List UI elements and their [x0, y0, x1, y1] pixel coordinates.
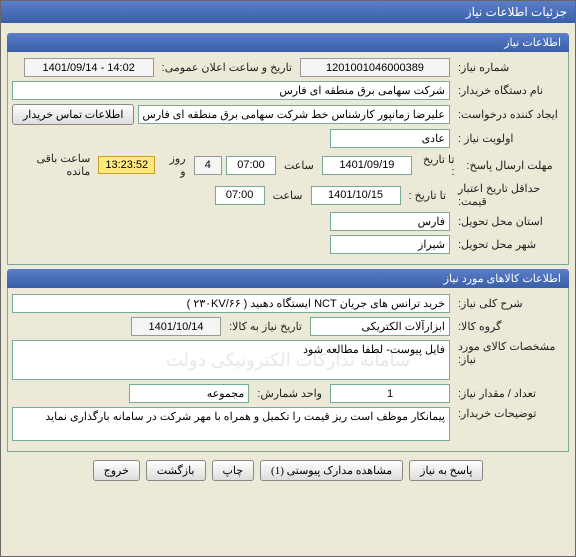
valid-time-field[interactable] [215, 186, 265, 205]
buyer-note-label: توضیحات خریدار: [454, 407, 564, 420]
announce-value: 1401/09/14 - 14:02 [24, 58, 154, 77]
need-number-value: 1201001046000389 [300, 58, 450, 77]
creator-label: ایجاد کننده درخواست: [454, 108, 564, 121]
section1-body: شماره نیاز: 1201001046000389 تاریخ و ساع… [7, 52, 569, 265]
priority-field[interactable] [330, 129, 450, 148]
back-button[interactable]: بازگشت [146, 460, 206, 481]
need-number-label: شماره نیاز: [454, 61, 564, 74]
buyer-field[interactable] [12, 81, 450, 100]
section2-body: شرح کلی نیاز: گروه کالا: تاریخ نیاز به ک… [7, 288, 569, 452]
reply-time-field[interactable] [226, 156, 276, 175]
spec-field[interactable] [12, 340, 450, 380]
province-label: استان محل تحویل: [454, 215, 564, 228]
unit-label: واحد شمارش: [253, 387, 326, 400]
spec-label: مشخصات کالای مورد نیاز: [454, 340, 564, 366]
days-remaining: 4 [194, 156, 222, 175]
unit-field[interactable] [129, 384, 249, 403]
creator-field[interactable] [138, 105, 450, 124]
group-field[interactable] [310, 317, 450, 336]
window-title: جزئیات اطلاعات نیاز [466, 5, 567, 19]
need-date-value: 1401/10/14 [131, 317, 221, 336]
general-desc-field[interactable] [12, 294, 450, 313]
need-date-label: تاریخ نیاز به کالا: [225, 320, 306, 333]
reply-deadline-label: مهلت ارسال پاسخ: [462, 159, 564, 172]
print-button[interactable]: چاپ [212, 460, 255, 481]
city-field[interactable] [330, 235, 450, 254]
buyer-note-field[interactable] [12, 407, 450, 441]
window-title-bar: جزئیات اطلاعات نیاز [1, 1, 575, 23]
section1-header: اطلاعات نیاز [7, 33, 569, 52]
province-field[interactable] [330, 212, 450, 231]
group-label: گروه کالا: [454, 320, 564, 333]
to-date-label-1: تا تاریخ : [416, 153, 459, 178]
qty-label: تعداد / مقدار نیاز: [454, 387, 564, 400]
section2-header: اطلاعات کالاهای مورد نیاز [7, 269, 569, 288]
priority-label: اولویت نیاز : [454, 132, 564, 145]
contact-buyer-button[interactable]: اطلاعات تماس خریدار [12, 104, 134, 125]
city-label: شهر محل تحویل: [454, 238, 564, 251]
content-area: اطلاعات نیاز شماره نیاز: 120100104600038… [1, 23, 575, 556]
general-desc-label: شرح کلی نیاز: [454, 297, 564, 310]
time-label-2: ساعت [269, 189, 307, 202]
attachments-button[interactable]: مشاهده مدارک پیوستی (1) [260, 460, 403, 481]
announce-label: تاریخ و ساعت اعلان عمومی: [158, 61, 296, 74]
remaining-text: ساعت باقی مانده [12, 152, 94, 178]
main-window: جزئیات اطلاعات نیاز اطلاعات نیاز شماره ن… [0, 0, 576, 557]
exit-button[interactable]: خروج [93, 460, 140, 481]
reply-date-field[interactable] [322, 156, 412, 175]
min-valid-label: حداقل تاریخ اعتبار قیمت: [454, 182, 564, 208]
countdown-timer: 13:23:52 [98, 156, 155, 174]
valid-date-field[interactable] [311, 186, 401, 205]
buyer-label: نام دستگاه خریدار: [454, 84, 564, 97]
time-label-1: ساعت [280, 159, 318, 172]
days-text: روز و [159, 152, 189, 178]
footer-buttons: پاسخ به نیاز مشاهده مدارک پیوستی (1) چاپ… [7, 452, 569, 487]
reply-button[interactable]: پاسخ به نیاز [409, 460, 483, 481]
to-date-label-2: تا تاریخ : [405, 189, 450, 202]
qty-field[interactable] [330, 384, 450, 403]
